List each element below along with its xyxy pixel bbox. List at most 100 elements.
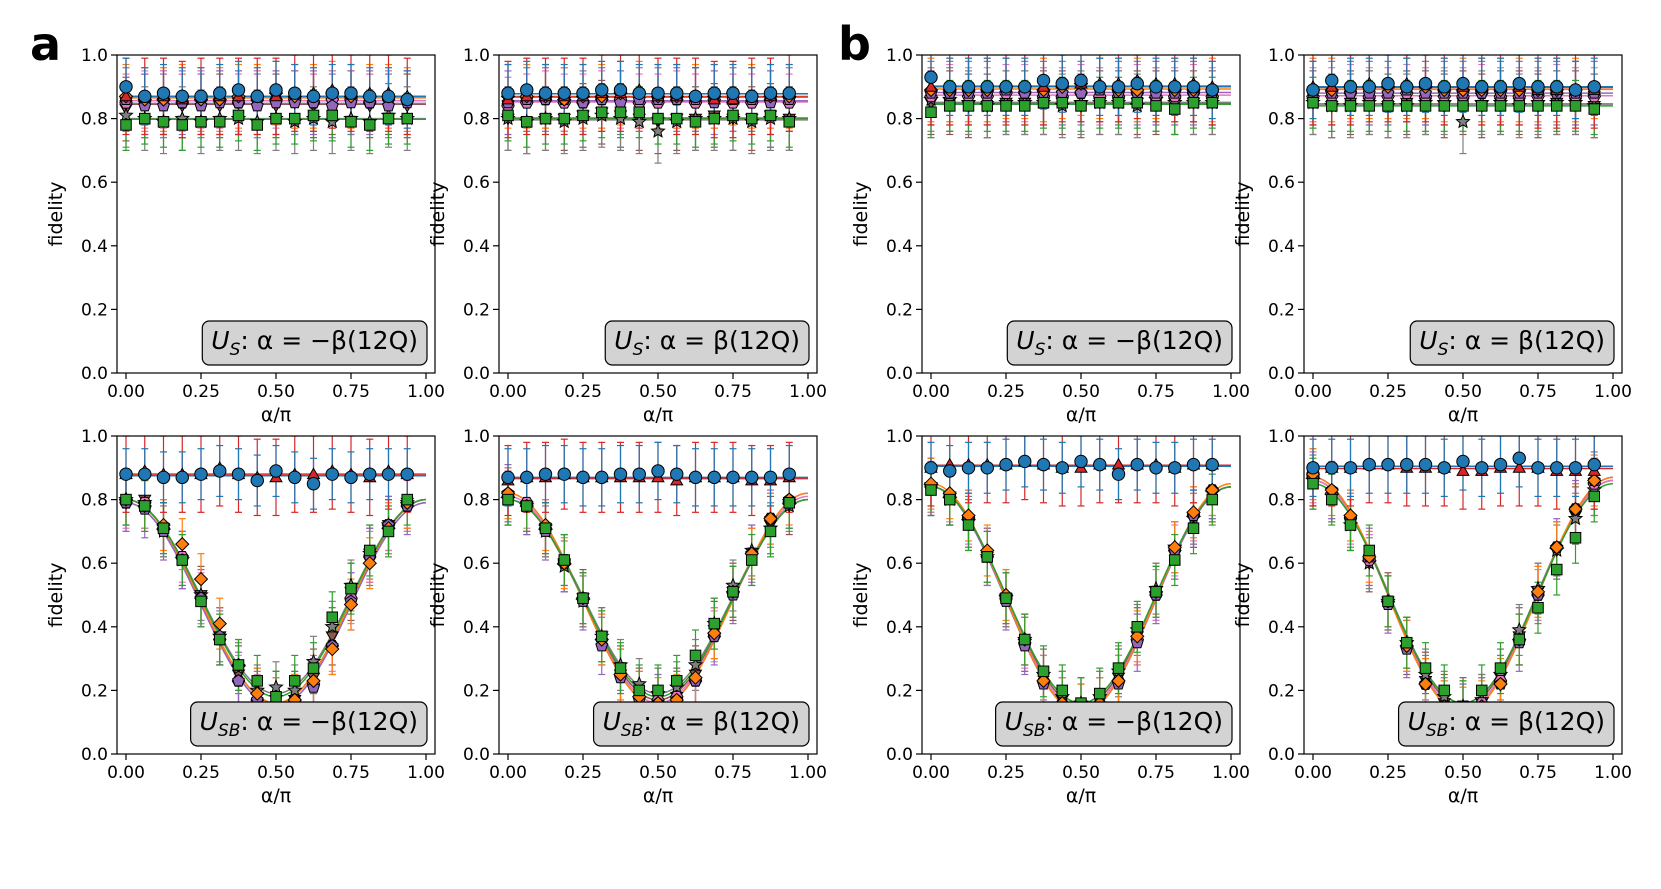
data-point-green: [1037, 665, 1050, 678]
y-tick-label: 0.2: [886, 300, 913, 320]
data-point-green: [1150, 586, 1162, 598]
x-tick-label: 0.50: [639, 763, 677, 783]
y-tick-label: 0.8: [463, 491, 490, 511]
data-point-blue: [1093, 457, 1107, 472]
data-point-purple: [382, 99, 395, 112]
data-point-green: [363, 119, 376, 131]
data-point-orange: [1530, 584, 1546, 600]
x-tick-label: 0.00: [1294, 382, 1332, 402]
y-tick-label: 0.6: [1268, 554, 1295, 574]
x-tick-label: 0.25: [182, 382, 220, 402]
data-point-blue: [1205, 83, 1219, 97]
data-point-green: [120, 493, 132, 506]
data-point-blue: [613, 467, 628, 481]
data-point-green: [1000, 100, 1012, 112]
data-point-blue: [1168, 80, 1182, 94]
data-point-blue: [1437, 80, 1451, 94]
data-point-green: [1569, 531, 1582, 544]
data-point-green: [1588, 490, 1601, 503]
data-point-green: [1363, 544, 1376, 557]
data-point-blue: [363, 467, 377, 481]
data-point-blue: [707, 86, 721, 100]
data-point-gray: [324, 618, 340, 634]
annotation-background: [201, 320, 428, 366]
annotation-text: USB: α = −β(12Q): [200, 707, 418, 741]
annotation-text: US: α = −β(12Q): [1016, 326, 1223, 360]
data-point-green: [1018, 100, 1031, 112]
data-point-blue: [1093, 80, 1107, 94]
x-tick-label: 0.00: [489, 382, 527, 402]
data-point-blue: [194, 89, 208, 104]
x-tick-label: 0.75: [1519, 763, 1557, 783]
data-point-green: [1307, 96, 1319, 109]
data-point-blue: [782, 86, 796, 100]
data-point-blue: [344, 470, 358, 485]
data-point-blue: [943, 464, 957, 478]
data-point-blue: [1531, 80, 1545, 94]
y-tick-label: 0.4: [81, 237, 108, 257]
data-point-blue: [613, 83, 628, 97]
chart-b-bottom-right: 0.00 0.25 0.50 0.75 1.00 0.0 0.2 0.4 0.6 0.8 1.0 α/…: [1232, 427, 1632, 807]
charts-container: 0.00 0.25 0.50 0.75 1.00 0.0 0.2 0.4 0.6 0.8 1.0 α/…: [45, 46, 1632, 807]
data-point-blue: [520, 83, 534, 97]
data-point-blue: [400, 467, 414, 481]
y-tick-label: 0.6: [886, 173, 913, 193]
data-point-blue: [538, 86, 553, 100]
data-point-blue: [961, 80, 976, 94]
y-tick-label: 0.2: [1268, 681, 1295, 701]
data-point-green: [1457, 100, 1469, 112]
data-point-orange: [250, 686, 265, 701]
data-point-blue: [520, 470, 534, 485]
data-point-blue: [1475, 461, 1489, 475]
data-point-green: [595, 106, 608, 119]
annotation-background: [1397, 701, 1615, 747]
data-point-green: [213, 116, 226, 128]
data-point-green: [270, 112, 282, 125]
chart-a-top-right: 0.00 0.25 0.50 0.75 1.00 0.0 0.2 0.4 0.6 0.8 1.0 α/…: [427, 46, 827, 426]
x-axis-label: α/π: [261, 404, 291, 426]
annotation-text: USB: α = −β(12Q): [1005, 707, 1223, 741]
data-point-blue: [175, 470, 189, 485]
data-point-green: [925, 484, 937, 496]
x-tick-label: 0.25: [564, 382, 602, 402]
y-tick-label: 1.0: [81, 46, 108, 66]
x-tick-label: 0.50: [257, 763, 295, 783]
data-point-blue: [306, 89, 321, 104]
y-tick-label: 0.0: [81, 364, 108, 384]
data-point-blue: [1550, 461, 1564, 475]
y-tick-label: 1.0: [886, 427, 913, 447]
y-tick-label: 0.8: [886, 110, 913, 130]
data-point-green: [1382, 100, 1394, 112]
data-point-green: [708, 617, 721, 630]
annotation-text: US: α = β(12Q): [1419, 326, 1605, 360]
data-point-green: [520, 116, 533, 128]
data-point-green: [502, 109, 514, 122]
data-point-green: [232, 109, 245, 122]
data-point-green: [1056, 684, 1069, 697]
annotation-symbol: U: [1016, 326, 1034, 355]
data-point-green: [1325, 100, 1338, 112]
data-point-blue: [325, 86, 339, 100]
data-point-green: [558, 554, 571, 566]
chart-b-top-left: 0.00 0.25 0.50 0.75 1.00 0.0 0.2 0.4 0.6 0.8 1.0 α/…: [850, 46, 1250, 426]
data-point-blue: [213, 86, 227, 100]
y-tick-label: 0.0: [1268, 745, 1295, 765]
data-point-green: [307, 662, 320, 674]
data-point-green: [1400, 636, 1413, 649]
annotation-symbol: U: [211, 326, 229, 355]
y-tick-label: 0.2: [463, 681, 490, 701]
data-point-blue: [1343, 80, 1358, 94]
data-point-blue: [745, 89, 759, 104]
data-point-green: [251, 119, 264, 131]
data-point-green: [326, 611, 339, 624]
annotation-text: US: α = β(12Q): [614, 326, 800, 360]
y-tick-label: 0.0: [886, 364, 913, 384]
data-point-blue: [288, 86, 302, 100]
data-point-green: [138, 112, 151, 125]
data-point-red: [1512, 460, 1527, 473]
x-tick-label: 1.00: [1212, 382, 1250, 402]
data-point-green: [1056, 96, 1069, 109]
data-point-blue: [306, 477, 321, 491]
x-tick-label: 0.75: [1137, 382, 1175, 402]
data-point-green: [577, 109, 589, 122]
